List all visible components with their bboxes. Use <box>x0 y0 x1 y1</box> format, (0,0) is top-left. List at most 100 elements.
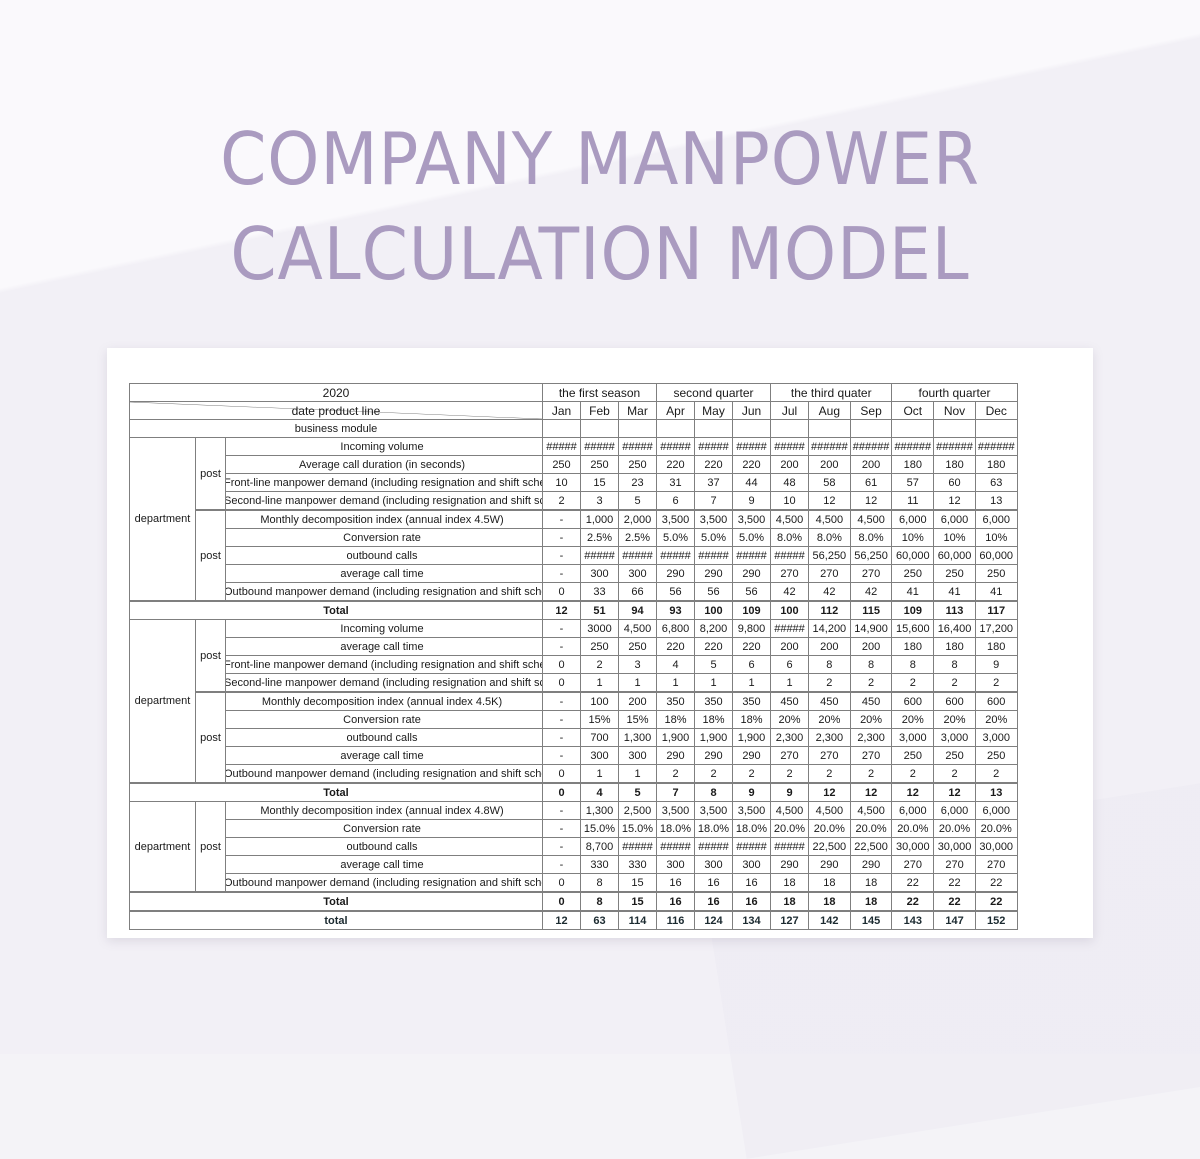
data-cell-feb[interactable]: 250 <box>580 637 619 656</box>
data-cell-feb[interactable]: 300 <box>580 746 619 765</box>
data-cell-jul[interactable]: 6 <box>770 655 809 674</box>
data-cell-apr[interactable]: 5.0% <box>656 528 695 547</box>
data-cell-oct[interactable]: 2 <box>891 673 935 693</box>
data-cell-jun[interactable]: 1,900 <box>732 728 771 747</box>
data-cell-mar[interactable]: 1 <box>618 673 657 693</box>
data-cell-mar[interactable]: 15% <box>618 710 657 729</box>
block-total-2-dec[interactable]: 13 <box>974 782 1018 802</box>
data-cell-jan[interactable]: 10 <box>542 473 581 492</box>
data-cell-jan[interactable]: 2 <box>542 491 581 511</box>
data-cell-nov[interactable]: 41 <box>933 582 976 602</box>
data-cell-aug[interactable]: 2 <box>808 764 851 784</box>
data-cell-aug[interactable]: 270 <box>808 746 851 765</box>
data-cell-apr[interactable]: 220 <box>656 637 695 656</box>
data-cell-sep[interactable]: 2 <box>849 764 893 784</box>
data-cell-aug[interactable]: 200 <box>808 455 851 474</box>
data-cell-jun[interactable]: 9,800 <box>732 619 771 638</box>
data-cell-dec[interactable]: 270 <box>974 855 1018 874</box>
data-cell-jul[interactable]: 270 <box>770 564 809 583</box>
data-cell-may[interactable]: 300 <box>694 855 733 874</box>
data-cell-sep[interactable]: 2 <box>849 673 893 693</box>
block-total-1-apr[interactable]: 93 <box>656 600 695 620</box>
data-cell-dec[interactable]: 250 <box>974 746 1018 765</box>
data-cell-jul[interactable]: 4,500 <box>770 509 809 529</box>
row-label-cell[interactable]: Conversion rate <box>225 819 543 838</box>
data-cell-jul[interactable]: ##### <box>770 437 809 456</box>
block-total-1-nov[interactable]: 113 <box>933 600 976 620</box>
block-total-3-nov[interactable]: 22 <box>933 891 976 912</box>
data-cell-aug[interactable]: 2 <box>808 673 851 693</box>
data-cell-aug[interactable]: 200 <box>808 637 851 656</box>
row-label-cell[interactable]: Monthly decomposition index (annual inde… <box>225 509 543 529</box>
data-cell-may[interactable]: 3,500 <box>694 801 733 820</box>
row-label-cell[interactable]: Conversion rate <box>225 528 543 547</box>
block-total-1-may[interactable]: 100 <box>694 600 733 620</box>
row-label-cell[interactable]: outbound calls <box>225 728 543 747</box>
data-cell-oct[interactable]: 180 <box>891 455 935 474</box>
data-cell-dec[interactable]: 6,000 <box>974 509 1018 529</box>
block-total-2-feb[interactable]: 4 <box>580 782 619 802</box>
data-cell-aug[interactable]: 8 <box>808 655 851 674</box>
data-cell-sep[interactable]: 61 <box>849 473 893 492</box>
data-cell-dec[interactable]: 20.0% <box>974 819 1018 838</box>
row-label-cell[interactable]: Outbound manpower demand (including resi… <box>225 873 543 893</box>
data-cell-jul[interactable]: 2 <box>770 764 809 784</box>
data-cell-may[interactable]: 290 <box>694 564 733 583</box>
data-cell-jul[interactable]: ##### <box>770 546 809 565</box>
data-cell-sep[interactable]: 22,500 <box>849 837 893 856</box>
data-cell-may[interactable]: 8,200 <box>694 619 733 638</box>
block-total-2-mar[interactable]: 5 <box>618 782 657 802</box>
data-cell-sep[interactable]: 200 <box>849 455 893 474</box>
grand-total-may[interactable]: 124 <box>694 910 733 930</box>
data-cell-jan[interactable]: - <box>542 637 581 656</box>
data-cell-feb[interactable]: 3000 <box>580 619 619 638</box>
block-total-1-dec[interactable]: 117 <box>974 600 1018 620</box>
data-cell-dec[interactable]: 17,200 <box>974 619 1018 638</box>
post-cell-1-1[interactable]: post <box>195 437 226 511</box>
block-total-2-jul[interactable]: 9 <box>770 782 809 802</box>
data-cell-oct[interactable]: 10% <box>891 528 935 547</box>
data-cell-jan[interactable]: 0 <box>542 582 581 602</box>
data-cell-oct[interactable]: 250 <box>891 564 935 583</box>
data-cell-aug[interactable]: 58 <box>808 473 851 492</box>
grand-total-nov[interactable]: 147 <box>933 910 976 930</box>
data-cell-aug[interactable]: 4,500 <box>808 801 851 820</box>
data-cell-mar[interactable]: 66 <box>618 582 657 602</box>
grand-total-dec[interactable]: 152 <box>974 910 1018 930</box>
data-cell-apr[interactable]: ##### <box>656 546 695 565</box>
data-cell-dec[interactable]: 20% <box>974 710 1018 729</box>
data-cell-mar[interactable]: 2,000 <box>618 509 657 529</box>
data-cell-jan[interactable]: - <box>542 509 581 529</box>
data-cell-nov[interactable]: 60 <box>933 473 976 492</box>
data-cell-jan[interactable]: - <box>542 564 581 583</box>
data-cell-jun[interactable]: 6 <box>732 655 771 674</box>
row-label-cell[interactable]: average call time <box>225 746 543 765</box>
data-cell-apr[interactable]: ##### <box>656 837 695 856</box>
data-cell-jul[interactable]: 20.0% <box>770 819 809 838</box>
block-total-1-aug[interactable]: 112 <box>808 600 851 620</box>
data-cell-jun[interactable]: 3,500 <box>732 801 771 820</box>
data-cell-jun[interactable]: 2 <box>732 764 771 784</box>
row-label-cell[interactable]: average call time <box>225 564 543 583</box>
data-cell-may[interactable]: 1 <box>694 673 733 693</box>
data-cell-apr[interactable]: 16 <box>656 873 695 893</box>
data-cell-oct[interactable]: ###### <box>891 437 935 456</box>
data-cell-jan[interactable]: - <box>542 728 581 747</box>
data-cell-may[interactable]: ##### <box>694 437 733 456</box>
data-cell-may[interactable]: 350 <box>694 691 733 711</box>
data-cell-jun[interactable]: ##### <box>732 437 771 456</box>
data-cell-may[interactable]: 1,900 <box>694 728 733 747</box>
data-cell-oct[interactable]: 6,000 <box>891 801 935 820</box>
block-total-1-mar[interactable]: 94 <box>618 600 657 620</box>
data-cell-jan[interactable]: - <box>542 819 581 838</box>
row-label-cell[interactable]: Front-line manpower demand (including re… <box>225 473 543 492</box>
block-total-2-apr[interactable]: 7 <box>656 782 695 802</box>
data-cell-dec[interactable]: 3,000 <box>974 728 1018 747</box>
data-cell-nov[interactable]: 22 <box>933 873 976 893</box>
data-cell-nov[interactable]: 30,000 <box>933 837 976 856</box>
data-cell-oct[interactable]: 20% <box>891 710 935 729</box>
data-cell-oct[interactable]: 15,600 <box>891 619 935 638</box>
data-cell-mar[interactable]: ##### <box>618 837 657 856</box>
data-cell-aug[interactable]: 18 <box>808 873 851 893</box>
data-cell-mar[interactable]: 300 <box>618 746 657 765</box>
